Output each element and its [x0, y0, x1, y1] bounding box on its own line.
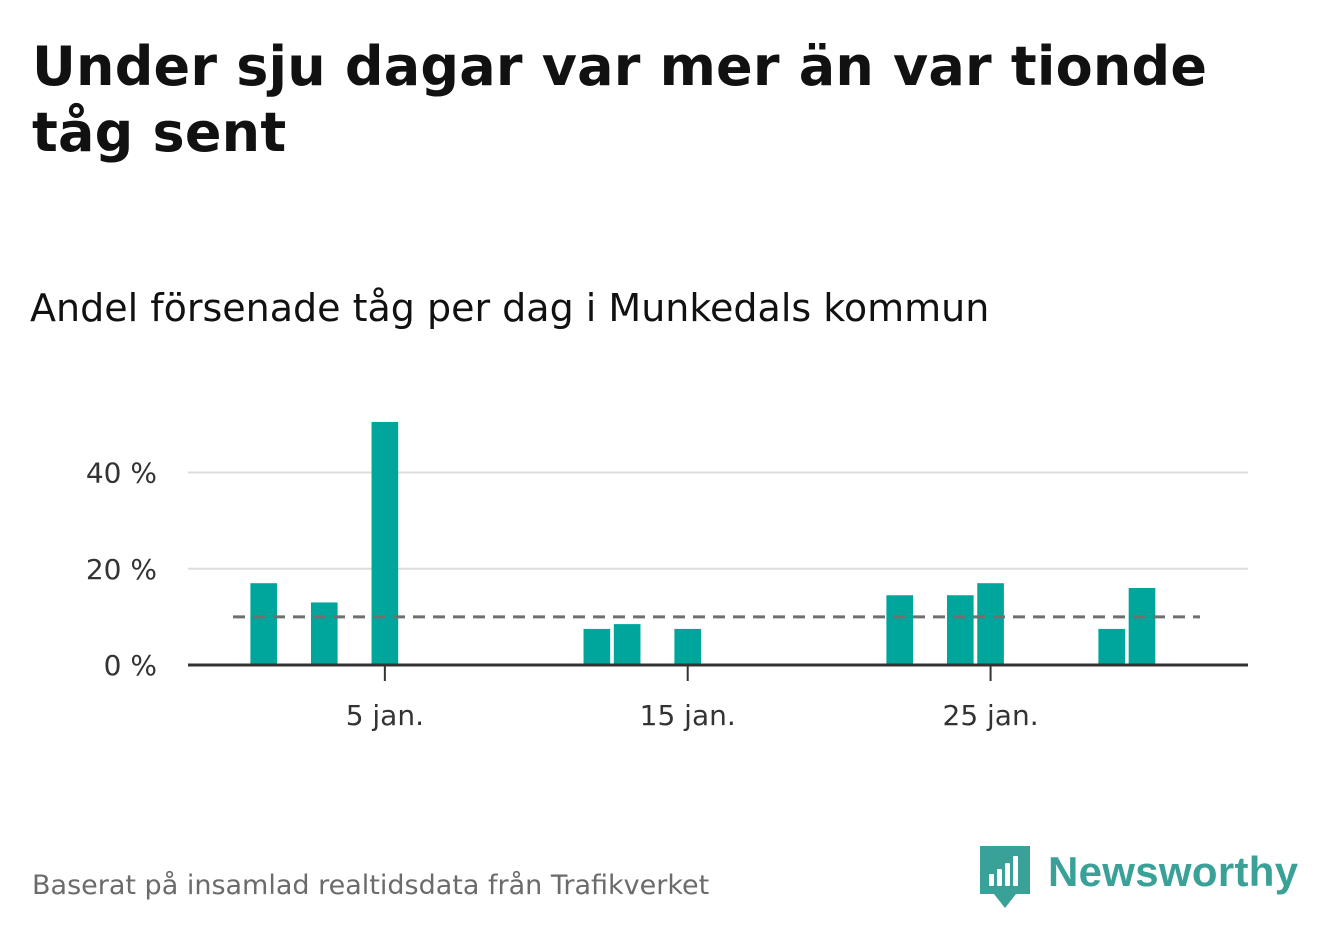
newsworthy-logo-icon	[980, 846, 1030, 908]
chart-subtitle: Andel försenade tåg per dag i Munkedals …	[30, 286, 990, 330]
axes	[188, 663, 1248, 681]
bar	[613, 624, 641, 665]
grid-lines	[188, 471, 1248, 570]
y-tick-label: 20 %	[86, 553, 157, 586]
x-tick-label: 5 jan.	[346, 699, 424, 732]
brand-logo: Newsworthy	[980, 846, 1298, 910]
x-tick-label: 25 jan.	[943, 699, 1039, 732]
bar	[583, 628, 611, 665]
tick-labels: 0 % 20 % 40 % 5 jan. 15 jan. 25 jan.	[86, 457, 1039, 732]
bar	[886, 595, 914, 665]
bars	[250, 422, 1156, 665]
source-note: Baserat på insamlad realtidsdata från Tr…	[32, 870, 710, 901]
bar	[1098, 628, 1126, 665]
bar	[371, 422, 399, 665]
bar	[674, 628, 702, 665]
y-tick-label: 0 %	[104, 649, 157, 682]
brand-name: Newsworthy	[1048, 848, 1299, 895]
x-tick-label: 15 jan.	[640, 699, 736, 732]
chart-headline: Under sju dagar var mer än var tionde tå…	[32, 35, 1208, 164]
bar	[1128, 588, 1156, 665]
bar	[977, 583, 1004, 665]
bar	[946, 595, 974, 665]
bar	[310, 602, 338, 665]
bar	[250, 583, 278, 665]
y-tick-label: 40 %	[86, 457, 157, 490]
